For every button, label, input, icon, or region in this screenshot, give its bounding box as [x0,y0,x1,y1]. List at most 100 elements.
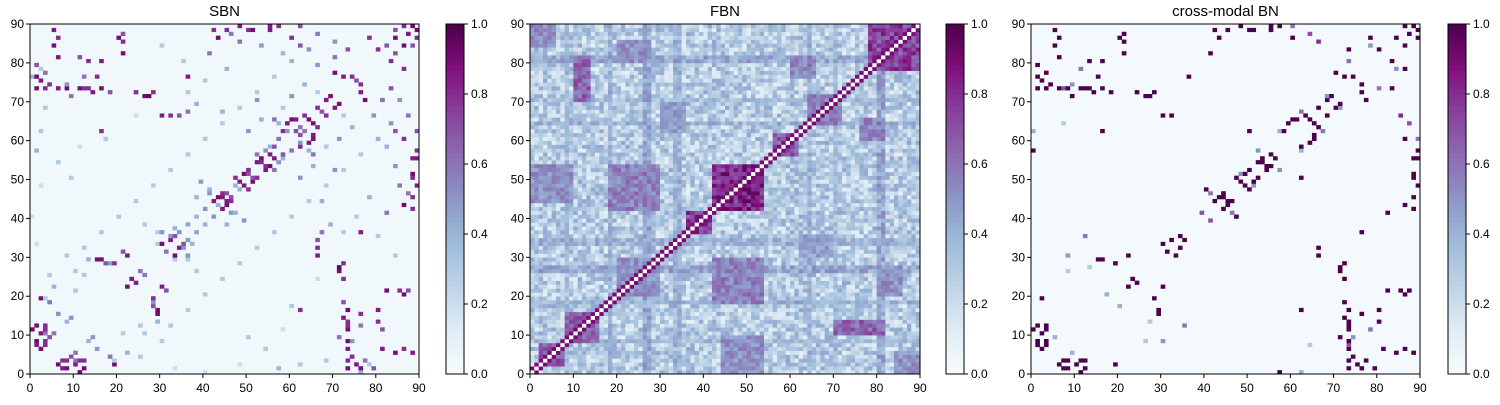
heatmap-cell [595,343,600,347]
heatmap-cell [625,339,630,343]
heatmap-cell [612,304,617,308]
heatmap-cell [612,292,617,296]
heatmap-cell [582,234,587,238]
heatmap-cell [604,253,609,257]
heatmap-cell [729,257,734,261]
heatmap-cell [729,250,734,254]
heatmap-cell [699,59,704,63]
heatmap-cell [591,288,596,292]
heatmap-cell [703,164,708,168]
heatmap-cell [634,102,639,106]
heatmap-cell [738,51,743,55]
heatmap-cell [686,269,691,273]
heatmap-cell [690,176,695,180]
heatmap-cell [617,242,622,246]
heatmap-cell [556,203,561,207]
heatmap-cell [595,110,600,114]
heatmap-cell [630,183,635,187]
heatmap-cell [686,211,691,215]
heatmap-cell [643,215,648,219]
heatmap-cell [565,296,570,300]
heatmap-cell [155,230,160,234]
heatmap-cell [47,300,52,304]
heatmap-cell [534,113,539,117]
heatmap-cell [716,55,721,59]
heatmap-cell [656,257,661,261]
heatmap-cell [595,288,600,292]
heatmap-cell [643,71,648,75]
heatmap-cell [573,281,578,285]
heatmap-cell [638,32,643,36]
heatmap-cell [690,172,695,176]
heatmap-cell [630,331,635,335]
heatmap-cell [552,63,557,67]
heatmap-cell [716,90,721,94]
heatmap-cell [703,261,708,265]
heatmap-cell [168,168,173,172]
heatmap-cell [643,82,648,86]
heatmap-cell [695,36,700,40]
heatmap-cell [539,141,544,145]
heatmap-cell [39,347,44,351]
heatmap-cell [569,121,574,125]
heatmap-cell [647,273,652,277]
heatmap-cell [677,47,682,51]
heatmap-cell [333,168,338,172]
heatmap-cell [682,28,687,32]
heatmap-cell [729,133,734,137]
heatmap-cell [556,172,561,176]
heatmap-cell [578,257,583,261]
heatmap-cell [582,343,587,347]
heatmap-cell [617,168,622,172]
heatmap-cell [547,40,552,44]
heatmap-cell [539,82,544,86]
heatmap-cell [703,86,708,90]
heatmap-cell [742,211,747,215]
heatmap-cell [569,172,574,176]
heatmap-cell [569,207,574,211]
heatmap-cell [673,195,678,199]
heatmap-cell [47,273,52,277]
heatmap-cell [617,281,622,285]
heatmap-cell [534,148,539,152]
heatmap-cell [569,75,574,79]
heatmap-cell [699,125,704,129]
heatmap-cell [65,358,70,362]
heatmap-cell [716,335,721,339]
heatmap-cell [591,137,596,141]
heatmap-cell [621,250,626,254]
heatmap-cell [682,261,687,265]
heatmap-cell [595,218,600,222]
heatmap-cell [552,253,557,257]
heatmap-cell [651,335,656,339]
heatmap-cell [552,129,557,133]
heatmap-cell [695,199,700,203]
heatmap-cell [547,222,552,226]
heatmap-cell [569,308,574,312]
heatmap-cell [716,141,721,145]
heatmap-cell [712,300,717,304]
heatmap-cell [647,269,652,273]
heatmap-cell [664,366,669,370]
heatmap-cell [582,265,587,269]
heatmap-cell [565,281,570,285]
heatmap-cell [582,355,587,359]
heatmap-cell [556,327,561,331]
heatmap-cell [530,339,535,343]
heatmap-cell [569,323,574,327]
heatmap-cell [543,71,548,75]
heatmap-cell [729,269,734,273]
heatmap-cell [643,137,648,141]
heatmap-cell [604,246,609,250]
heatmap-cell [621,176,626,180]
heatmap-cell [350,125,355,129]
heatmap-cell [569,230,574,234]
heatmap-cell [547,59,552,63]
heatmap-cell [673,110,678,114]
heatmap-cell [565,292,570,296]
heatmap-cell [721,78,726,82]
heatmap-cell [591,125,596,129]
heatmap-cell [604,351,609,355]
heatmap-cell [599,32,604,36]
heatmap-cell [721,102,726,106]
